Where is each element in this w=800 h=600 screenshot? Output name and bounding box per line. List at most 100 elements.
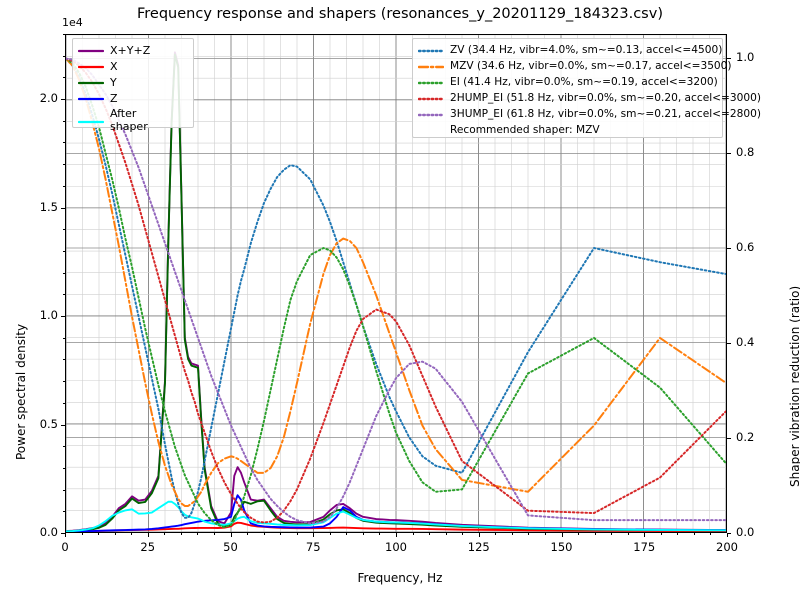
shaper-legend-item-4[interactable]: 3HUMP_EI (61.8 Hz, vibr=0.0%, sm~=0.21, … (413, 106, 761, 122)
x-minor-tick (247, 533, 249, 536)
x-tick-label-0: 0 (61, 540, 69, 554)
x-minor-tick (346, 533, 348, 536)
y-tick-mark-left (61, 533, 65, 534)
legend-swatch (417, 91, 445, 105)
x-minor-tick (180, 533, 182, 536)
legend-swatch (77, 91, 105, 105)
y-minor-tick-left (62, 250, 65, 252)
y-minor-tick-left (62, 34, 65, 35)
x-tick-label-200: 200 (716, 540, 738, 554)
y-tick-label-right-0.8: 0.8 (736, 144, 755, 159)
psd-legend-item-x[interactable]: X (73, 58, 193, 74)
x-minor-tick (98, 533, 100, 536)
x-minor-tick (495, 533, 497, 536)
y-minor-tick-left (62, 164, 65, 166)
y-minor-tick-left (62, 294, 65, 296)
x-minor-tick (412, 533, 414, 536)
shaper-legend-item-1[interactable]: MZV (34.6 Hz, vibr=0.0%, sm~=0.17, accel… (413, 58, 732, 74)
shaper-legend-item-2[interactable]: EI (41.4 Hz, vibr=0.0%, sm~=0.19, accel<… (413, 74, 722, 90)
psd-legend-item-z[interactable]: Z (73, 90, 193, 106)
y-tick-label-left-1.5: 1.5 (39, 199, 58, 214)
x-tick-label-100: 100 (385, 540, 407, 554)
y-tick-mark-right (727, 342, 731, 344)
y-axis-label-left: Power spectral density (14, 323, 28, 460)
y-tick-label-right-0.6: 0.6 (736, 239, 755, 254)
y-minor-tick-left (62, 229, 65, 231)
series-2hump-ei (66, 57, 726, 524)
x-minor-tick (263, 533, 265, 536)
psd-legend-label: Y (110, 75, 117, 89)
grid-layer (66, 35, 726, 532)
shaper-legend-label: EI (41.4 Hz, vibr=0.0%, sm~=0.19, accel<… (450, 75, 718, 88)
y-tick-mark-right (727, 533, 731, 534)
x-tick-mark-175 (644, 533, 646, 537)
psd-legend-item-y[interactable]: Y (73, 74, 193, 90)
x-minor-tick (296, 533, 298, 536)
x-tick-mark-50 (230, 533, 232, 537)
legend-line-sample (77, 120, 105, 124)
series-3hump-ei (66, 57, 726, 525)
y-tick-label-left-0.5: 0.5 (39, 416, 58, 431)
psd-legend-label: After shaper (110, 107, 148, 133)
x-tick-mark-200 (727, 533, 728, 537)
shaper-legend-label: ZV (34.4 Hz, vibr=4.0%, sm~=0.13, accel<… (450, 43, 723, 56)
psd-legend-label: Z (110, 91, 118, 105)
x-tick-mark-0 (65, 533, 66, 537)
x-minor-tick (511, 533, 513, 536)
shaper-legend-label: 3HUMP_EI (61.8 Hz, vibr=0.0%, sm~=0.21, … (450, 107, 761, 120)
y-tick-mark-left (61, 316, 65, 318)
x-minor-tick (445, 533, 447, 536)
y-minor-tick-left (62, 489, 65, 491)
y-minor-tick-left (62, 381, 65, 383)
x-minor-tick (677, 533, 679, 536)
series-x-y-z (66, 51, 726, 532)
x-minor-tick (362, 533, 364, 536)
y-tick-label-right-0.2: 0.2 (736, 429, 755, 444)
y-tick-label-left-1.0: 1.0 (39, 308, 58, 323)
shaper-legend-item-0[interactable]: ZV (34.4 Hz, vibr=4.0%, sm~=0.13, accel<… (413, 42, 722, 58)
x-minor-tick (627, 533, 629, 536)
x-minor-tick (213, 533, 215, 536)
shaper-legend-item-3[interactable]: 2HUMP_EI (51.8 Hz, vibr=0.0%, sm~=0.20, … (413, 90, 761, 106)
legend-swatch (417, 107, 445, 121)
x-axis-label: Frequency, Hz (357, 571, 443, 585)
legend-line-sample (417, 65, 445, 69)
legend-swatch (77, 75, 105, 89)
x-minor-tick (131, 533, 133, 536)
legend-line-sample (417, 113, 445, 117)
x-minor-tick (710, 533, 712, 536)
y-minor-tick-left (62, 337, 65, 339)
legend-swatch (417, 43, 445, 57)
x-minor-tick (528, 533, 530, 536)
legend-line-sample (77, 65, 105, 69)
psd-legend-label: X (110, 59, 118, 73)
y-tick-label-left-0.0: 0.0 (39, 525, 58, 539)
psd-legend-item-x-y-z[interactable]: X+Y+Z (73, 42, 193, 58)
x-minor-tick (578, 533, 580, 536)
psd-legend: X+Y+Z X Y Z After shaper (72, 38, 194, 133)
x-minor-tick (379, 533, 381, 536)
shaper-legend-label: MZV (34.6 Hz, vibr=0.0%, sm~=0.17, accel… (450, 59, 732, 72)
x-tick-mark-25 (147, 533, 149, 537)
y-tick-mark-right (727, 247, 731, 249)
x-minor-tick (544, 533, 546, 536)
legend-line-sample (77, 97, 105, 101)
y-axis-offset-text: 1e4 (62, 16, 83, 29)
x-tick-label-75: 75 (305, 540, 321, 554)
y-tick-mark-left (61, 99, 65, 101)
y-minor-tick-left (62, 467, 65, 469)
series-zv (66, 57, 726, 519)
psd-legend-item-after-shaper[interactable]: After shaper (73, 106, 193, 136)
x-tick-mark-75 (313, 533, 315, 537)
y-tick-mark-right (727, 57, 731, 59)
legend-swatch (417, 59, 445, 73)
series-mzv (66, 57, 726, 507)
x-minor-tick (429, 533, 431, 536)
x-tick-mark-150 (561, 533, 563, 537)
x-minor-tick (462, 533, 464, 536)
legend-line-sample (417, 97, 445, 101)
legend-swatch (77, 114, 105, 128)
y-minor-tick-left (62, 55, 65, 57)
x-minor-tick (329, 533, 331, 536)
